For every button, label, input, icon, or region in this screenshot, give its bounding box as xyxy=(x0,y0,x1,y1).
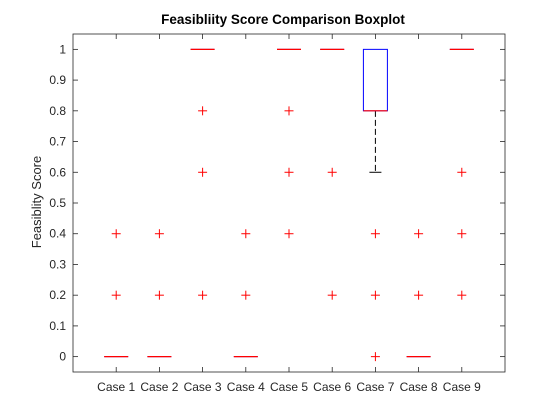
y-axis-label: Feasiblity Score xyxy=(29,156,44,248)
y-tick-label: 0.1 xyxy=(49,319,66,333)
x-tick-label: Case 6 xyxy=(313,380,351,394)
y-tick-label: 1 xyxy=(59,42,66,56)
y-tick-label: 0.5 xyxy=(49,196,66,210)
y-tick-label: 0.7 xyxy=(49,135,66,149)
x-tick-label: Case 9 xyxy=(443,380,481,394)
x-tick-label: Case 2 xyxy=(140,380,178,394)
plot-area: 0 0.1 0.2 0.3 0.4 0.5 0.6 0.7 0.8 0.9 1 Case 1 Case … xyxy=(49,33,506,394)
y-tick-label: 0.6 xyxy=(49,165,66,179)
x-tick-label: Case 4 xyxy=(227,380,265,394)
y-tick-label: 0 xyxy=(59,350,66,364)
y-tick-label: 0.8 xyxy=(49,104,66,118)
x-tick-label: Case 8 xyxy=(400,380,438,394)
axes-frame xyxy=(72,33,506,373)
y-tick-label: 0.9 xyxy=(49,73,66,87)
y-tick-label: 0.2 xyxy=(49,288,66,302)
x-tick-label: Case 5 xyxy=(270,380,308,394)
chart-title: Feasibliity Score Comparison Boxplot xyxy=(161,12,405,27)
box xyxy=(362,48,388,112)
x-tick-label: Case 7 xyxy=(356,380,394,394)
y-tick-label: 0.4 xyxy=(49,227,66,241)
x-tick-label: Case 1 xyxy=(97,380,135,394)
x-tick-label: Case 3 xyxy=(184,380,222,394)
y-tick-label: 0.3 xyxy=(49,257,66,271)
